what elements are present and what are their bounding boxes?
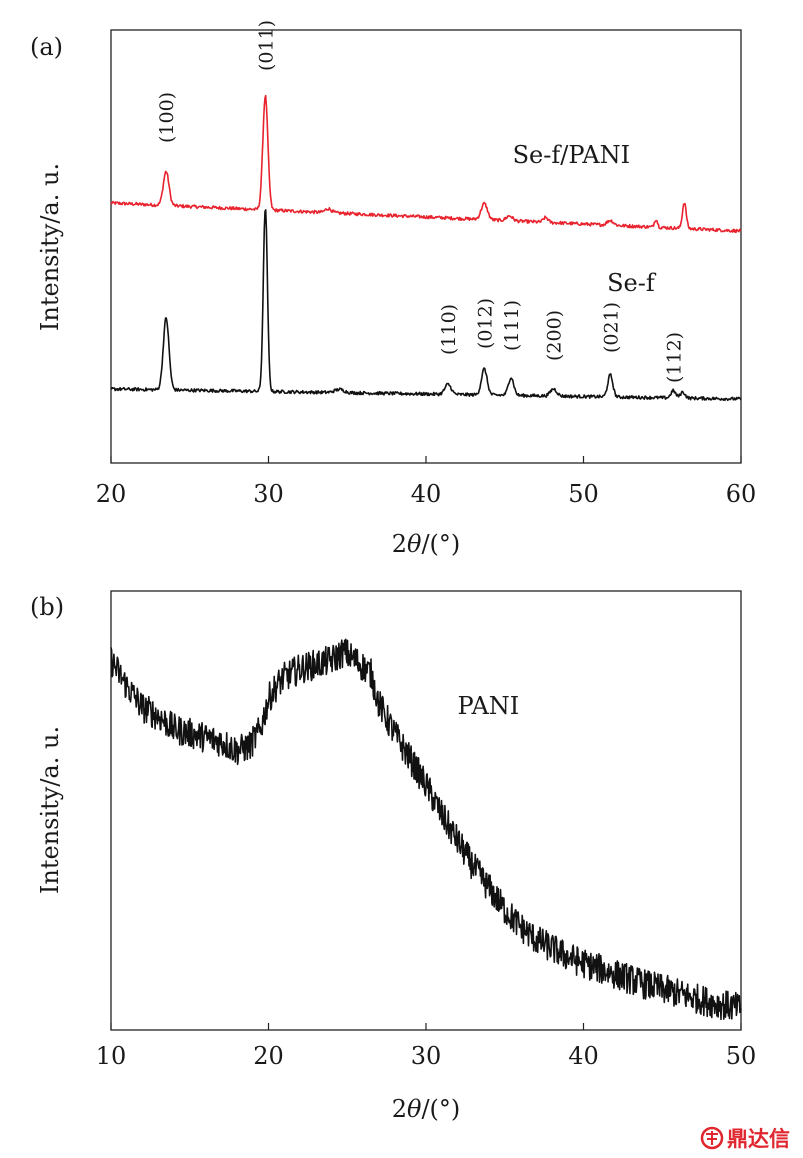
x-tick-label: 30 [411,1042,442,1070]
x-tick-label: 60 [726,480,757,508]
panel-b: (b) Intensity/a. u. 2θ/(°) 10 20 30 40 50 PA… [30,590,757,1123]
x-tick-label: 40 [568,1042,599,1070]
x-tick-label: 20 [96,480,127,508]
panel-b-series [110,638,742,1021]
x-tick-label: 40 [411,480,442,508]
series-label: PANI [458,692,520,720]
peak-label: (111) [501,300,523,351]
peak-label: (012) [474,298,496,349]
x-tick-label: 50 [726,1042,757,1070]
panel-a-label: (a) [30,33,63,61]
panel-a-xlabel-prefix: 2 [392,530,407,558]
series-line-pani [110,638,742,1021]
panel-a-ticks: 20 30 40 50 60 [96,456,757,508]
panel-b-frame [110,590,742,1031]
series-label: Se-f/PANI [513,141,630,169]
watermark-text: 鼎达信 [727,1127,790,1151]
panel-a-xlabel-theta: θ [407,530,422,558]
panel-a-annotations: (100) (011) (110) (012) (111) (200) (021) (112)… [156,20,685,383]
panel-b-ylabel: Intensity/a. u. [36,726,64,894]
panel-b-ticks: 10 20 30 40 50 [96,1023,757,1070]
x-tick-label: 10 [96,1042,127,1070]
panel-b-xlabel-prefix: 2 [392,1095,407,1123]
panel-a-xlabel: 2θ/(°) [392,530,461,558]
series-line-se-f-pani [110,94,742,234]
panel-b-annotations: PANI [458,692,520,720]
peak-label: (011) [255,20,277,71]
x-tick-label: 20 [253,1042,284,1070]
x-tick-label: 30 [253,480,284,508]
peak-label: (110) [438,304,460,355]
x-tick-label: 50 [568,480,599,508]
series-line-se-f [110,209,742,402]
series-label: Se-f [607,269,657,297]
peak-label: (200) [544,310,566,361]
panel-b-xlabel-theta: θ [407,1095,422,1123]
panel-b-xlabel-suffix: /(°) [421,1095,460,1123]
watermark-logo: 鼎达信 [700,1126,790,1151]
panel-a-xlabel-suffix: /(°) [421,530,460,558]
panel-a-ylabel: Intensity/a. u. [36,163,64,331]
panel-b-label: (b) [30,593,64,621]
peak-label: (112) [663,332,685,383]
watermark-logo-mark [706,1131,718,1145]
peak-label: (021) [600,302,622,353]
watermark-logo-icon [700,1126,724,1150]
panel-a-series [110,94,742,402]
panel-a: (a) Intensity/a. u. 2θ/(°) 20 30 40 50 60 (1… [30,20,756,558]
panel-b-xlabel: 2θ/(°) [392,1095,461,1123]
peak-label: (100) [156,92,178,143]
